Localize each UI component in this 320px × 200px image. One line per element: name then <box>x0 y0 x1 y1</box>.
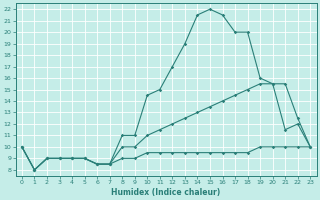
X-axis label: Humidex (Indice chaleur): Humidex (Indice chaleur) <box>111 188 221 197</box>
